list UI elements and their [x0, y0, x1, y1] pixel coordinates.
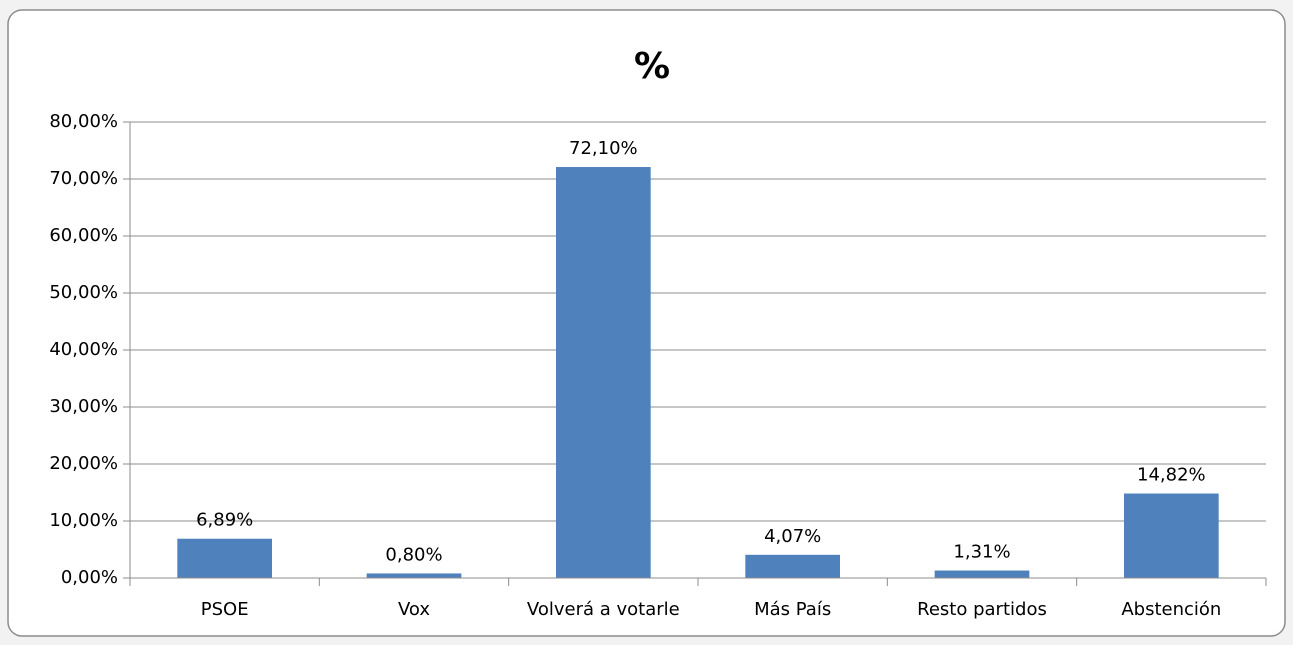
- y-tick-label: 20,00%: [49, 453, 118, 474]
- chart-title: %: [634, 46, 670, 87]
- data-label: 6,89%: [196, 510, 253, 531]
- bar: [745, 554, 840, 578]
- bar: [366, 573, 462, 578]
- data-label: 4,07%: [764, 526, 821, 547]
- y-tick-label: 80,00%: [49, 111, 118, 132]
- data-label: 1,31%: [953, 542, 1010, 563]
- y-tick-label: 60,00%: [49, 225, 118, 246]
- bar: [1124, 493, 1219, 578]
- data-label: 0,80%: [385, 544, 442, 565]
- y-tick-label: 30,00%: [49, 396, 118, 417]
- x-tick-label: Resto partidos: [917, 599, 1047, 620]
- data-label: 72,10%: [569, 138, 638, 159]
- y-tick-label: 70,00%: [49, 168, 118, 189]
- bar: [556, 167, 651, 578]
- data-label: 14,82%: [1137, 465, 1206, 486]
- x-tick-label: Volverá a votarle: [527, 599, 680, 620]
- y-tick-label: 10,00%: [49, 510, 118, 531]
- y-tick-label: 50,00%: [49, 282, 118, 303]
- x-tick-label: Abstención: [1121, 599, 1221, 620]
- y-tick-label: 40,00%: [49, 339, 118, 360]
- x-tick-label: Más País: [754, 599, 831, 620]
- y-tick-label: 0,00%: [61, 567, 118, 588]
- x-tick-label: PSOE: [201, 599, 249, 620]
- bar: [934, 570, 1030, 578]
- bar: [177, 538, 272, 578]
- x-tick-label: Vox: [398, 599, 430, 620]
